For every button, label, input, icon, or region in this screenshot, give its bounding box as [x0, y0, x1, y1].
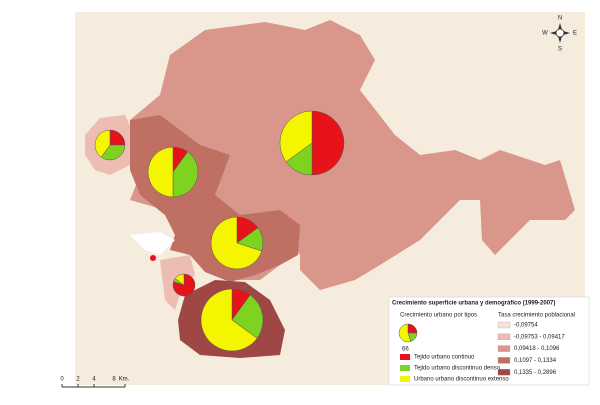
- legend-swatch: [400, 376, 410, 382]
- pie-legend-title: Crecimiento urbano por tipos: [400, 313, 477, 319]
- legend-label: -0,09753 - 0,09417: [514, 334, 565, 340]
- pie-wedge: [200, 288, 258, 352]
- legend-label: Tejido urbano discontinuo denso: [414, 366, 501, 372]
- pie-wedge: [94, 129, 111, 158]
- scale-label: 8: [112, 377, 116, 383]
- pie-wedge: [311, 110, 345, 176]
- class-legend-title: Tasa crecimiento poblacional: [498, 313, 575, 319]
- scale-unit: Km.: [119, 377, 130, 383]
- pie-wedge: [100, 144, 126, 161]
- sea-inlet: [130, 232, 175, 255]
- legend-label: -0,09754: [514, 323, 538, 329]
- legend-swatch: [400, 365, 410, 371]
- legend-swatch: [497, 345, 511, 352]
- compass-n: N: [558, 16, 562, 22]
- pie-wedge: [231, 294, 264, 339]
- pie-wedge: [279, 110, 313, 163]
- pie-wedge: [210, 216, 263, 270]
- pie-wedge: [398, 323, 412, 343]
- compass-w: W: [542, 31, 548, 37]
- scale-label: 0: [60, 377, 64, 383]
- pie-wedge: [147, 146, 174, 198]
- legend-title: Crecimiento superficie urbana y demográf…: [392, 301, 555, 307]
- legend-swatch: [497, 369, 511, 376]
- legend-label: 0,09418 - 0,1096: [514, 346, 560, 352]
- legend-swatch: [497, 357, 511, 364]
- scale-label: 2: [76, 377, 80, 383]
- legend-swatch: [400, 354, 410, 360]
- compass-e: E: [573, 31, 577, 37]
- compass: [550, 23, 570, 43]
- legend-label: Tejido urbano continuo: [414, 355, 475, 361]
- sample-pie-label: 66: [402, 347, 409, 353]
- pie-wedge: [174, 273, 185, 286]
- legend-label: 0,1335 - 0,2896: [514, 370, 557, 376]
- point: [150, 255, 156, 261]
- pie-wedge: [172, 151, 199, 198]
- legend-swatch: [497, 333, 511, 340]
- compass-s: S: [558, 47, 562, 53]
- legend-swatch: [497, 321, 511, 329]
- legend-label: 0,1097 - 0,1334: [514, 358, 557, 364]
- scale-bar: [61, 384, 126, 388]
- legend-box: [388, 296, 590, 386]
- legend-label: Urbano urbano discontinuo extenso: [414, 377, 509, 383]
- scale-label: 4: [92, 377, 96, 383]
